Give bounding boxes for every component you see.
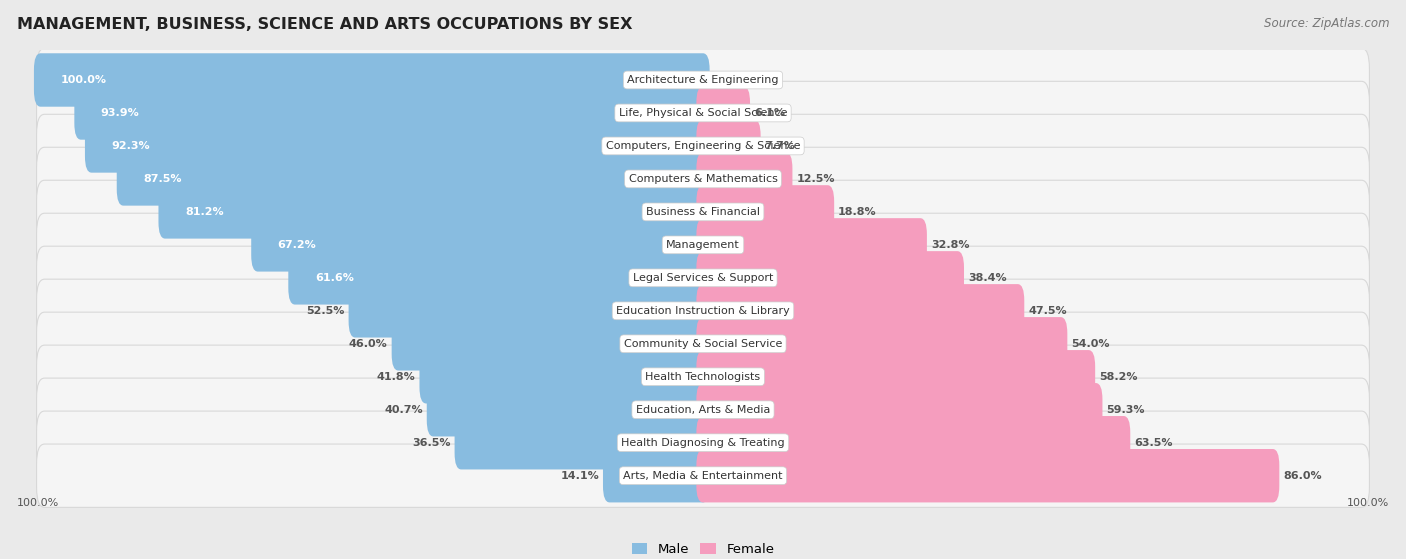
FancyBboxPatch shape: [37, 213, 1369, 277]
Text: 58.2%: 58.2%: [1099, 372, 1137, 382]
Text: Education, Arts & Media: Education, Arts & Media: [636, 405, 770, 415]
Text: 93.9%: 93.9%: [101, 108, 139, 118]
FancyBboxPatch shape: [696, 119, 761, 173]
Text: 100.0%: 100.0%: [1347, 498, 1389, 508]
FancyBboxPatch shape: [37, 147, 1369, 211]
FancyBboxPatch shape: [696, 383, 1102, 437]
FancyBboxPatch shape: [37, 345, 1369, 409]
FancyBboxPatch shape: [603, 449, 710, 503]
FancyBboxPatch shape: [37, 180, 1369, 244]
Text: 92.3%: 92.3%: [111, 141, 150, 151]
Text: Computers, Engineering & Science: Computers, Engineering & Science: [606, 141, 800, 151]
FancyBboxPatch shape: [696, 152, 793, 206]
FancyBboxPatch shape: [696, 284, 1025, 338]
Text: 100.0%: 100.0%: [17, 498, 59, 508]
FancyBboxPatch shape: [37, 246, 1369, 310]
Text: Education Instruction & Library: Education Instruction & Library: [616, 306, 790, 316]
Text: MANAGEMENT, BUSINESS, SCIENCE AND ARTS OCCUPATIONS BY SEX: MANAGEMENT, BUSINESS, SCIENCE AND ARTS O…: [17, 17, 633, 32]
Text: 61.6%: 61.6%: [315, 273, 354, 283]
FancyBboxPatch shape: [696, 449, 1279, 503]
FancyBboxPatch shape: [37, 279, 1369, 343]
Text: Management: Management: [666, 240, 740, 250]
Text: Health Diagnosing & Treating: Health Diagnosing & Treating: [621, 438, 785, 448]
Text: 14.1%: 14.1%: [560, 471, 599, 481]
Text: 41.8%: 41.8%: [377, 372, 416, 382]
FancyBboxPatch shape: [454, 416, 710, 470]
Text: 86.0%: 86.0%: [1284, 471, 1322, 481]
Text: Health Technologists: Health Technologists: [645, 372, 761, 382]
FancyBboxPatch shape: [75, 86, 710, 140]
FancyBboxPatch shape: [252, 218, 710, 272]
FancyBboxPatch shape: [37, 378, 1369, 442]
Text: 40.7%: 40.7%: [384, 405, 423, 415]
FancyBboxPatch shape: [696, 251, 965, 305]
Text: Architecture & Engineering: Architecture & Engineering: [627, 75, 779, 85]
FancyBboxPatch shape: [84, 119, 710, 173]
FancyBboxPatch shape: [392, 317, 710, 371]
FancyBboxPatch shape: [288, 251, 710, 305]
Text: Source: ZipAtlas.com: Source: ZipAtlas.com: [1264, 17, 1389, 30]
Text: 32.8%: 32.8%: [931, 240, 969, 250]
Text: 36.5%: 36.5%: [412, 438, 450, 448]
FancyBboxPatch shape: [696, 185, 834, 239]
Legend: Male, Female: Male, Female: [626, 538, 780, 559]
Text: Community & Social Service: Community & Social Service: [624, 339, 782, 349]
FancyBboxPatch shape: [696, 350, 1095, 404]
Text: 67.2%: 67.2%: [278, 240, 316, 250]
FancyBboxPatch shape: [159, 185, 710, 239]
Text: 59.3%: 59.3%: [1107, 405, 1144, 415]
FancyBboxPatch shape: [696, 317, 1067, 371]
Text: 81.2%: 81.2%: [186, 207, 224, 217]
Text: Legal Services & Support: Legal Services & Support: [633, 273, 773, 283]
FancyBboxPatch shape: [696, 416, 1130, 470]
FancyBboxPatch shape: [37, 48, 1369, 112]
FancyBboxPatch shape: [37, 444, 1369, 508]
Text: 6.1%: 6.1%: [754, 108, 785, 118]
FancyBboxPatch shape: [696, 218, 927, 272]
Text: 18.8%: 18.8%: [838, 207, 877, 217]
Text: 52.5%: 52.5%: [307, 306, 344, 316]
FancyBboxPatch shape: [37, 312, 1369, 376]
FancyBboxPatch shape: [37, 81, 1369, 145]
Text: 54.0%: 54.0%: [1071, 339, 1109, 349]
Text: 100.0%: 100.0%: [60, 75, 107, 85]
Text: 46.0%: 46.0%: [349, 339, 388, 349]
FancyBboxPatch shape: [37, 411, 1369, 475]
Text: 63.5%: 63.5%: [1135, 438, 1173, 448]
FancyBboxPatch shape: [117, 152, 710, 206]
FancyBboxPatch shape: [349, 284, 710, 338]
Text: 12.5%: 12.5%: [796, 174, 835, 184]
Text: Arts, Media & Entertainment: Arts, Media & Entertainment: [623, 471, 783, 481]
FancyBboxPatch shape: [696, 86, 749, 140]
Text: Computers & Mathematics: Computers & Mathematics: [628, 174, 778, 184]
Text: 47.5%: 47.5%: [1028, 306, 1067, 316]
FancyBboxPatch shape: [427, 383, 710, 437]
FancyBboxPatch shape: [34, 53, 710, 107]
FancyBboxPatch shape: [37, 114, 1369, 178]
Text: 38.4%: 38.4%: [967, 273, 1007, 283]
Text: Life, Physical & Social Science: Life, Physical & Social Science: [619, 108, 787, 118]
Text: 87.5%: 87.5%: [143, 174, 181, 184]
Text: Business & Financial: Business & Financial: [645, 207, 761, 217]
Text: 7.7%: 7.7%: [765, 141, 796, 151]
FancyBboxPatch shape: [419, 350, 710, 404]
